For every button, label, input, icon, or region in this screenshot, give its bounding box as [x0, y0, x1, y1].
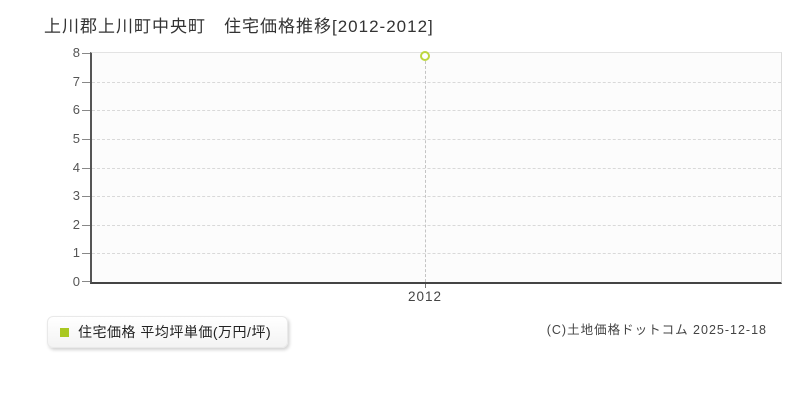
series-swatch-icon	[60, 327, 69, 337]
legend: 住宅価格 平均坪単価(万円/坪)	[47, 316, 289, 348]
y-axis-label: 2	[72, 216, 80, 232]
gridline-2	[92, 224, 781, 226]
y-axis-label: 4	[72, 159, 80, 175]
gridline-1	[92, 253, 781, 255]
y-tick-3	[82, 196, 90, 198]
data-point-2012	[420, 50, 430, 61]
y-tick-7	[82, 81, 90, 83]
y-tick-4	[82, 167, 90, 169]
copyright-text: (C)土地価格ドットコム 2025-12-18	[546, 323, 767, 337]
gridline-5	[92, 138, 781, 140]
y-tick-1	[82, 253, 90, 255]
y-axis-label: 3	[72, 188, 80, 204]
x-axis-label: 2012	[407, 289, 443, 304]
y-tick-8	[82, 53, 90, 54]
y-tick-2	[82, 224, 90, 226]
gridline-6	[92, 110, 781, 112]
y-axis-label: 1	[72, 245, 80, 261]
y-axis-label: 8	[72, 45, 80, 60]
gridline-4	[92, 167, 781, 169]
y-tick-6	[82, 110, 90, 112]
y-axis-label: 0	[72, 274, 80, 289]
gridline-7	[92, 81, 781, 83]
legend-label: 住宅価格 平均坪単価(万円/坪)	[78, 324, 272, 340]
y-tick-0	[82, 281, 90, 282]
chart-title: 上川郡上川町中央町 住宅価格推移[2012-2012]	[44, 17, 434, 36]
y-axis-label: 5	[72, 130, 80, 146]
x-tick-2012	[425, 284, 426, 288]
drop-line-2012	[425, 60, 426, 282]
plot-area: 8 7 6 5 4 3 2 1 0 2012	[73, 45, 782, 304]
y-axis-label: 6	[72, 102, 80, 118]
gridline-3	[92, 196, 781, 198]
y-tick-5	[82, 138, 90, 140]
y-axis-label: 7	[72, 73, 80, 89]
